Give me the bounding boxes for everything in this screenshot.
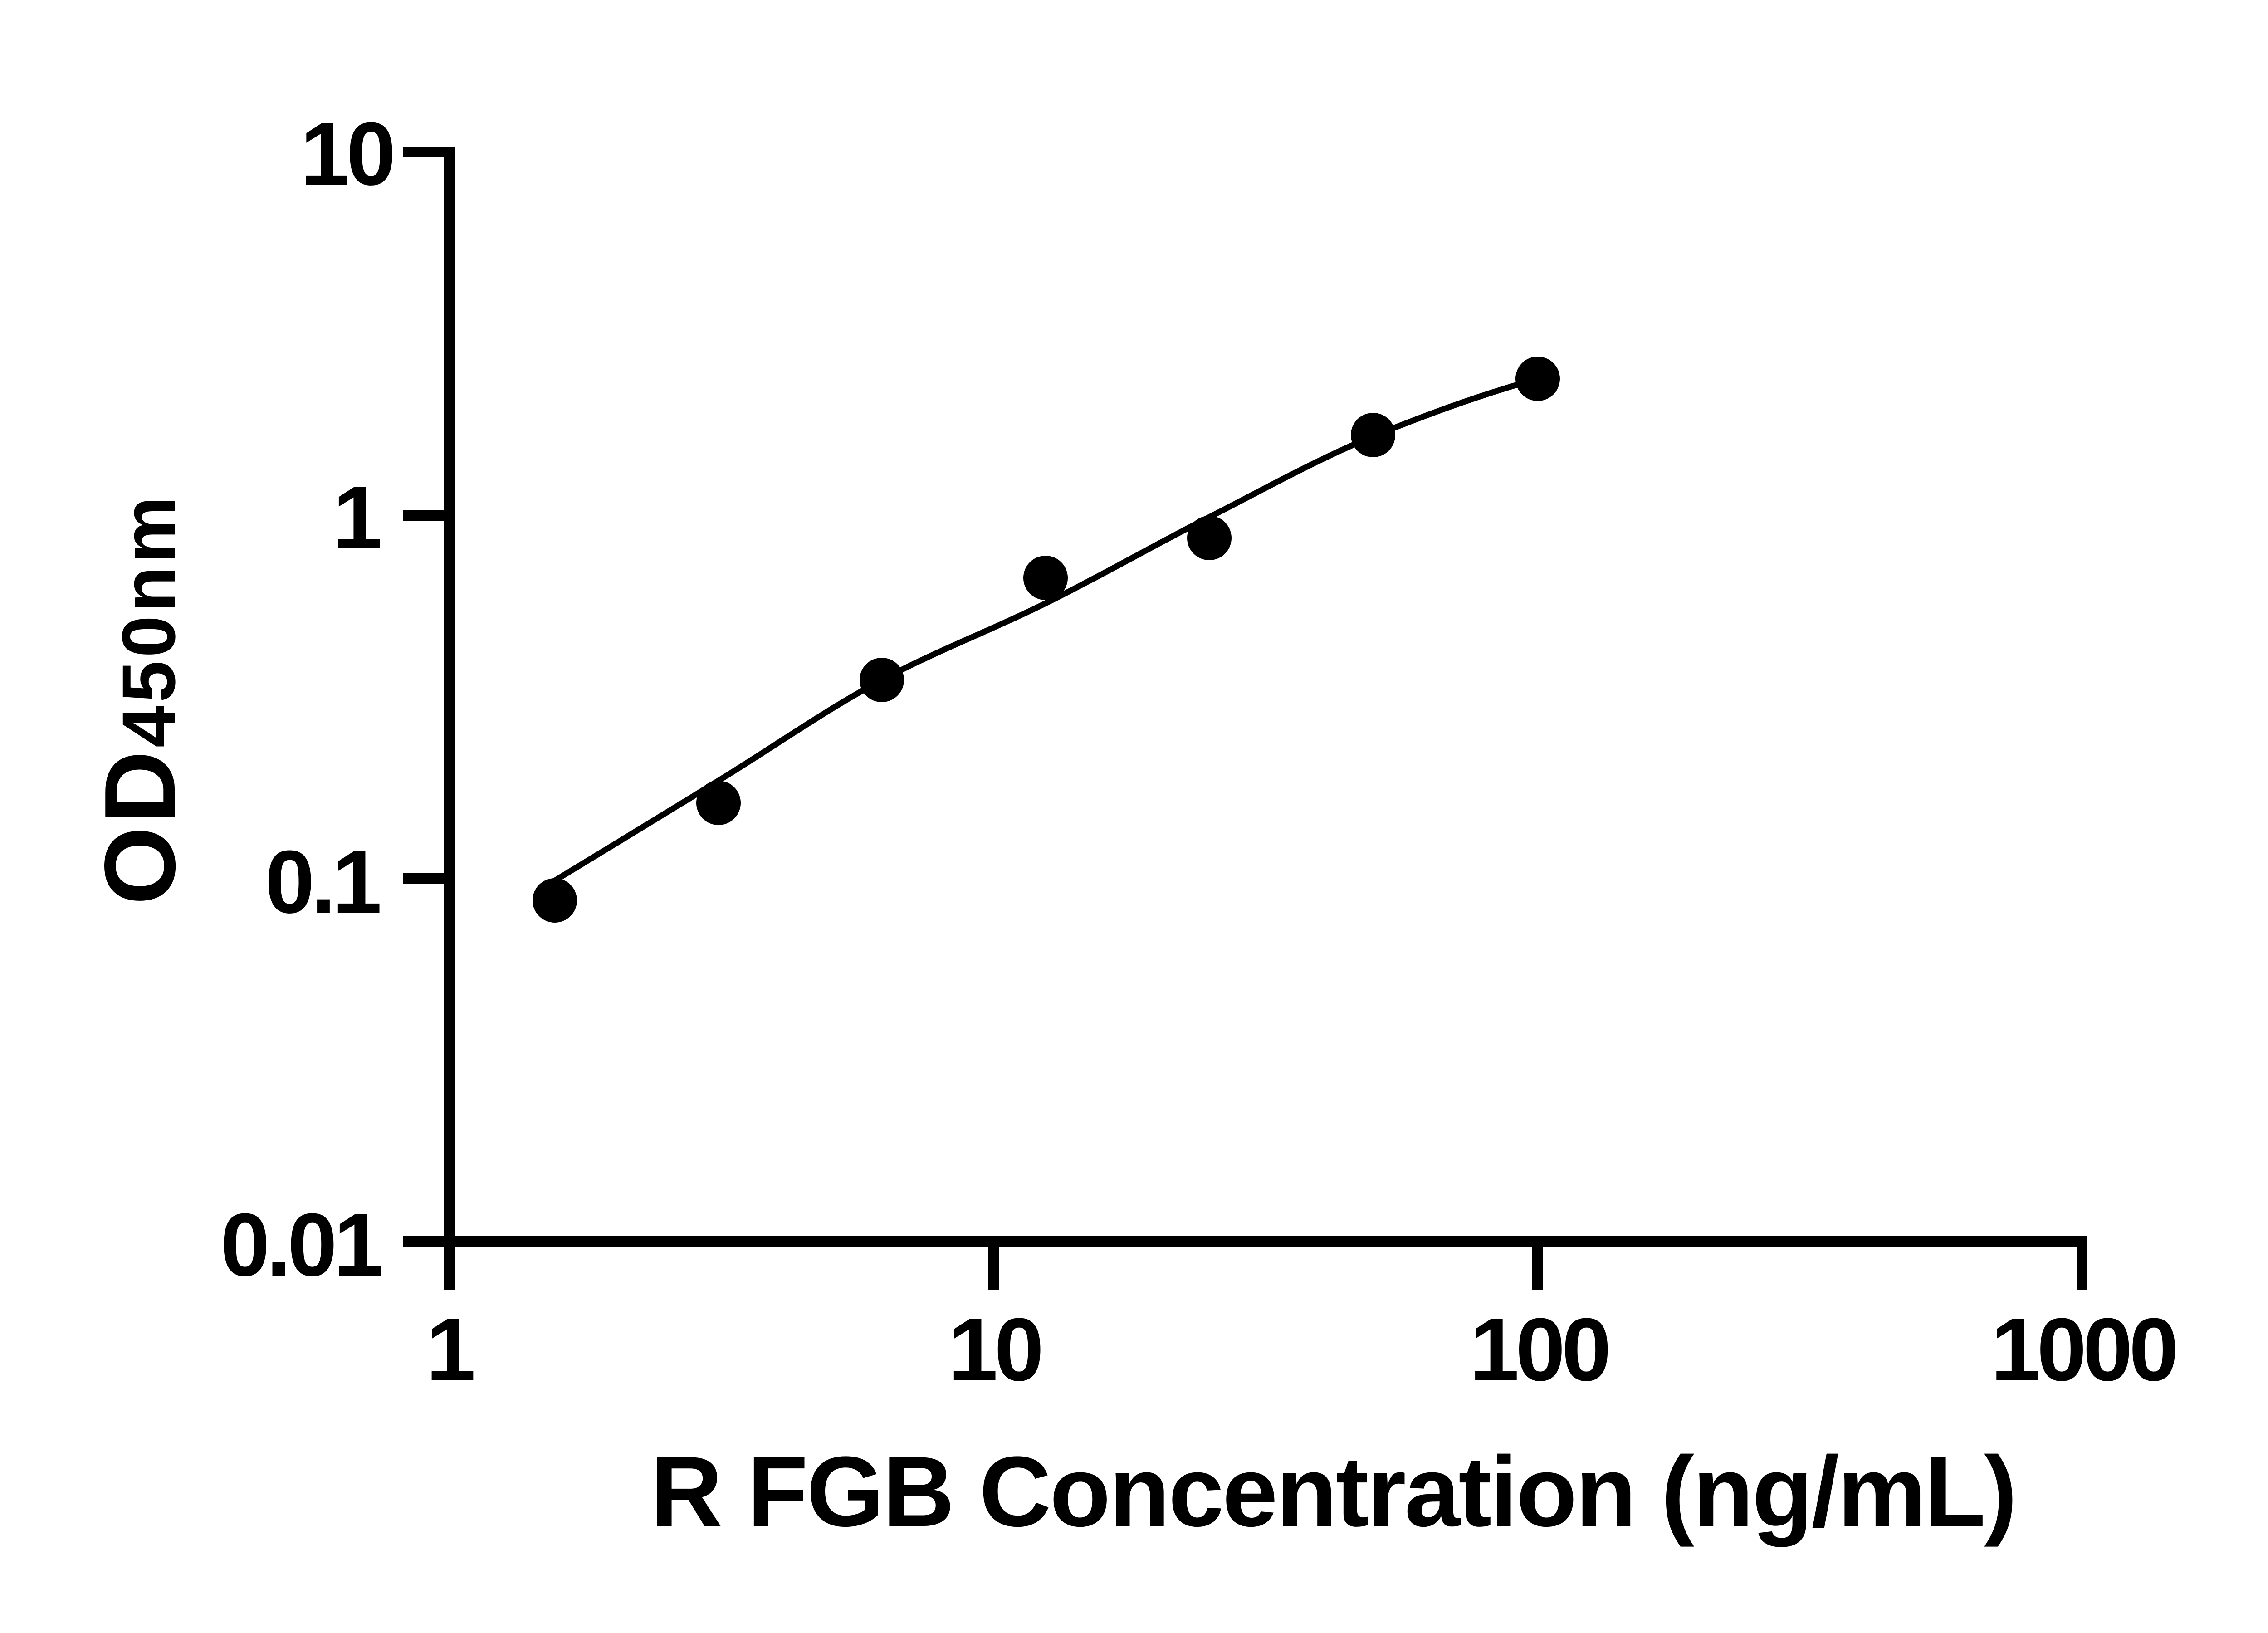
svg-text:10: 10 — [300, 104, 393, 204]
svg-text:R FGB Concentration (ng/mL): R FGB Concentration (ng/mL) — [650, 1436, 2016, 1547]
svg-text:0.1: 0.1 — [265, 832, 380, 932]
svg-text:10: 10 — [948, 1300, 1041, 1399]
svg-text:100: 100 — [1470, 1300, 1608, 1399]
svg-text:1: 1 — [332, 468, 380, 567]
svg-text:1000: 1000 — [1991, 1300, 2175, 1399]
svg-text:1: 1 — [426, 1300, 474, 1399]
svg-text:0.01: 0.01 — [220, 1195, 381, 1295]
svg-text:OD450nm: OD450nm — [84, 493, 196, 905]
